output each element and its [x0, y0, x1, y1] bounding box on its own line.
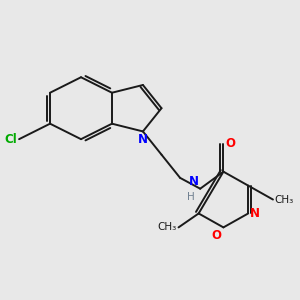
Text: O: O [226, 137, 236, 150]
Text: CH₃: CH₃ [274, 194, 294, 205]
Text: CH₃: CH₃ [158, 222, 177, 233]
Text: O: O [211, 229, 221, 242]
Text: N: N [250, 207, 260, 220]
Text: Cl: Cl [4, 133, 17, 146]
Text: H: H [187, 192, 195, 203]
Text: N: N [189, 175, 199, 188]
Text: N: N [138, 133, 148, 146]
